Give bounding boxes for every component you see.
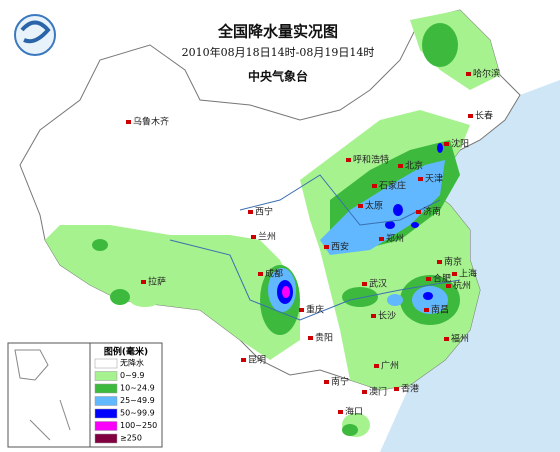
city-label: 海口 — [345, 406, 363, 418]
city-label: 成都 — [265, 268, 283, 280]
city-label: 石家庄 — [379, 180, 406, 192]
city-label: 哈尔滨 — [473, 68, 500, 80]
logo — [14, 14, 56, 56]
city-label: 合肥 — [433, 273, 451, 285]
city-label: 兰州 — [258, 231, 276, 243]
city-marker — [379, 237, 384, 241]
city-label: 济南 — [423, 206, 441, 218]
title: 全国降水量实况图 — [217, 23, 338, 41]
city-marker — [444, 142, 449, 146]
legend-label: ≥250 — [120, 434, 142, 443]
city-label: 天津 — [425, 174, 443, 185]
city-label: 武汉 — [369, 278, 387, 290]
city-marker — [426, 277, 431, 281]
legend-swatch — [94, 383, 118, 394]
city-marker — [126, 120, 131, 124]
city-marker — [241, 358, 246, 362]
city-label: 南昌 — [431, 304, 449, 316]
legend-title: 图例(毫米) — [104, 346, 148, 358]
city-marker — [362, 282, 367, 286]
city-marker — [466, 72, 471, 76]
sea — [380, 80, 560, 452]
city-marker — [446, 284, 451, 288]
city-marker — [141, 280, 146, 284]
city-label: 昆明 — [248, 355, 266, 366]
city-label: 长春 — [475, 110, 493, 122]
city-marker — [444, 337, 449, 341]
rivers — [169, 174, 461, 321]
rain-heavy — [268, 160, 448, 314]
city-marker — [374, 364, 379, 368]
legend-label: 50~99.9 — [120, 409, 155, 418]
legend-swatch — [94, 371, 118, 381]
city-marker — [468, 114, 473, 118]
city-marker — [338, 410, 343, 414]
city-marker — [346, 158, 351, 162]
city-marker — [251, 235, 256, 239]
city-label: 南京 — [444, 256, 462, 268]
city-label: 沈阳 — [451, 138, 469, 150]
city-marker — [248, 210, 253, 214]
city-marker — [299, 308, 304, 312]
legend-label: 0~9.9 — [120, 371, 145, 380]
city-marker — [362, 390, 367, 394]
legend-label: 10~24.9 — [120, 384, 155, 393]
city-label: 香港 — [401, 383, 419, 395]
city-marker — [358, 204, 363, 208]
city-label: 重庆 — [306, 304, 324, 316]
legend: 无降水 0~9.9 10~24.9 25~49.9 50~99.9 100~250 ≥250 — [94, 358, 157, 444]
city-label: 郑州 — [386, 233, 404, 245]
city-label: 贵阳 — [315, 332, 333, 344]
city-marker — [452, 272, 457, 276]
city-label: 广州 — [381, 360, 399, 372]
city-marker — [308, 336, 313, 340]
legend-label: 25~49.9 — [120, 396, 155, 405]
inset-frame — [7, 342, 91, 448]
legend-label: 无降水 — [120, 358, 144, 368]
city-marker — [424, 308, 429, 312]
legend-swatch — [94, 396, 118, 406]
city-label: 长沙 — [378, 310, 396, 322]
city-label: 福州 — [451, 333, 469, 345]
city-marker — [394, 387, 399, 391]
subtitle: 2010年08月18日14时-08月19日14时 — [182, 45, 375, 59]
inset-map — [14, 349, 71, 441]
rain-torrential — [282, 286, 290, 298]
city-label: 上海 — [459, 268, 477, 280]
city-label: 西安 — [331, 241, 349, 253]
city-marker — [324, 245, 329, 249]
city-label: 北京 — [405, 160, 423, 172]
legend-swatch — [94, 408, 118, 419]
city-label: 南宁 — [331, 376, 349, 388]
city-label: 乌鲁木齐 — [133, 116, 169, 128]
city-marker — [371, 314, 376, 318]
city-marker — [418, 177, 423, 181]
legend-swatch — [94, 358, 118, 369]
city-label: 拉萨 — [148, 276, 166, 288]
city-label: 西宁 — [255, 206, 273, 218]
city-marker — [437, 260, 442, 264]
city-label: 杭州 — [453, 280, 471, 292]
city-marker — [324, 380, 329, 384]
city-label: 澳门 — [369, 386, 387, 398]
city-marker — [398, 164, 403, 168]
city-marker — [372, 184, 377, 188]
city-label: 呼和浩特 — [353, 154, 389, 166]
agency: 中央气象台 — [248, 69, 308, 84]
city-marker — [416, 210, 421, 214]
legend-swatch — [94, 433, 118, 444]
city-marker — [258, 272, 263, 276]
city-label: 太原 — [365, 200, 383, 212]
legend-label: 100~250 — [120, 421, 157, 430]
legend-swatch — [94, 421, 118, 431]
